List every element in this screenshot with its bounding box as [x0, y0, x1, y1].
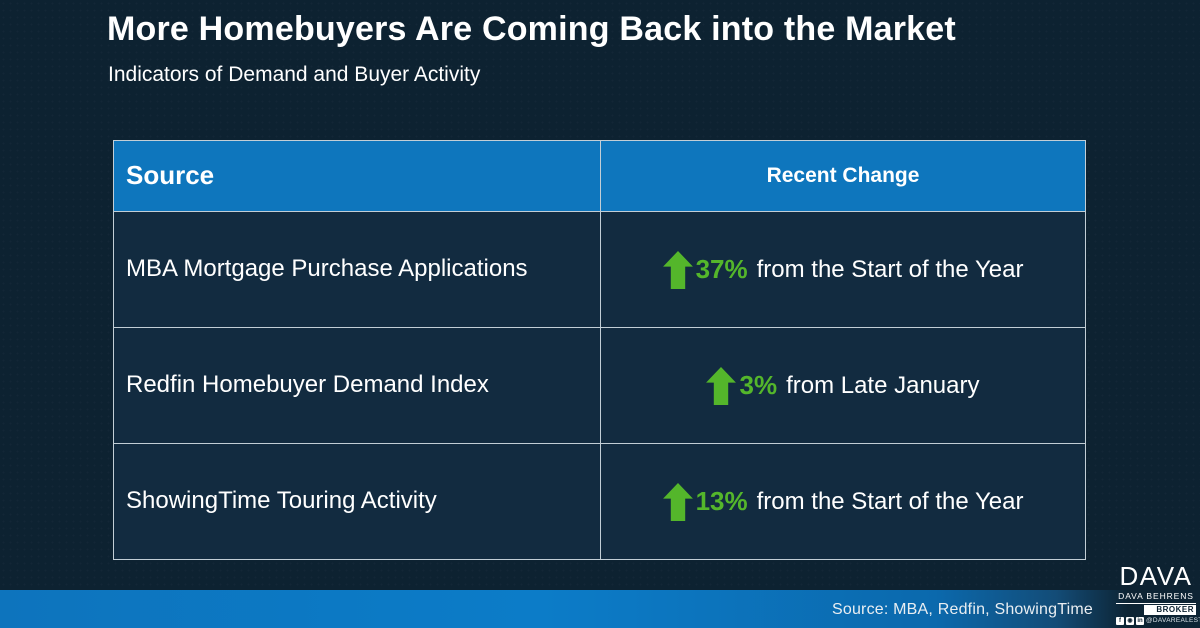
instagram-icon: ◉ [1126, 616, 1134, 625]
table-row-3-source-cell: ShowingTime Touring Activity [114, 444, 601, 559]
brand-logo: DAVA DAVA BEHRENS BROKER f ◉ in @DAVAREA… [1116, 561, 1200, 625]
change-value: 3% [739, 370, 778, 400]
up-arrow-icon [706, 366, 737, 405]
linkedin-icon: in [1136, 616, 1144, 625]
change-value: 37% [695, 254, 748, 284]
change-text: from the Start of the Year [756, 487, 1024, 515]
table-row-2-source-cell: Redfin Homebuyer Demand Index [114, 328, 601, 444]
change-text: from the Start of the Year [756, 255, 1024, 283]
logo-handle: @DAVAREALESTATE [1146, 617, 1200, 625]
header-cell-source: Source [114, 141, 601, 212]
logo-name: DAVA BEHRENS [1116, 591, 1196, 604]
logo-brand-text: DAVA [1119, 561, 1193, 591]
slide-title: More Homebuyers Are Coming Back into the… [107, 10, 956, 48]
table-row-1-change-cell: 37% from the Start of the Year [601, 212, 1085, 328]
logo-role-badge: BROKER [1144, 605, 1196, 616]
up-arrow-icon [662, 250, 693, 289]
table-row-1-source-cell: MBA Mortgage Purchase Applications [114, 212, 601, 328]
demand-table: Source Recent Change MBA Mortgage Purcha… [113, 140, 1086, 560]
up-arrow-icon [662, 482, 693, 521]
table-row-2-change-cell: 3% from Late January [601, 328, 1085, 444]
change-value: 13% [695, 486, 748, 516]
logo-handle-row: f ◉ in @DAVAREALESTATE [1116, 616, 1200, 625]
table-row-3-change-cell: 13% from the Start of the Year [601, 444, 1085, 559]
slide-subtitle: Indicators of Demand and Buyer Activity [108, 63, 481, 86]
facebook-icon: f [1116, 616, 1124, 625]
footer-bar [0, 590, 1200, 628]
source-attribution: Source: MBA, Redfin, ShowingTime [831, 601, 1093, 618]
header-cell-recent-change: Recent Change [601, 141, 1085, 212]
change-text: from Late January [786, 371, 980, 399]
